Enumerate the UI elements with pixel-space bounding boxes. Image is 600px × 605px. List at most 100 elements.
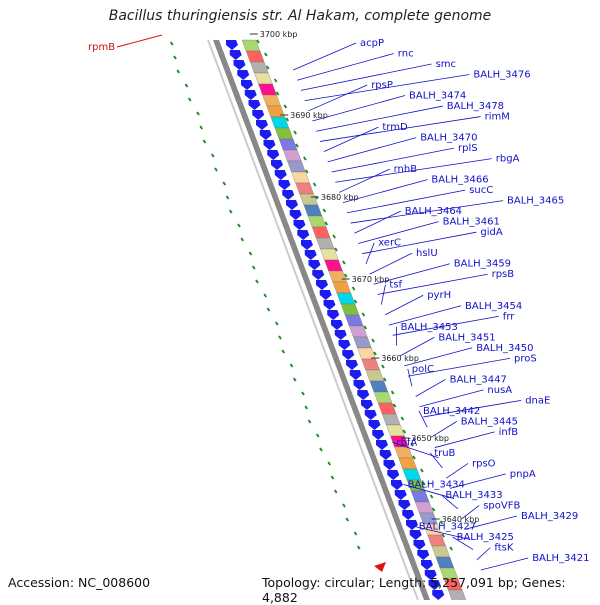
gc-dash <box>276 322 278 325</box>
gene-arrow <box>301 240 313 250</box>
gene-label: BALH_3478 <box>447 101 504 112</box>
gene-label: BALH_3465 <box>507 196 564 207</box>
cog-block <box>312 227 330 238</box>
gene-label: dnaE <box>525 395 550 406</box>
gene-arrow <box>399 500 411 510</box>
gc-dash <box>256 280 258 283</box>
gene-arrow <box>309 260 321 270</box>
gc-dash <box>413 456 415 459</box>
gene-label: smc <box>436 59 456 70</box>
gc-dash <box>267 66 269 69</box>
gc-dash <box>450 547 452 550</box>
gene-arrow <box>226 40 238 50</box>
gene-label: BALH_3470 <box>420 133 477 144</box>
gene-label: BALH_3447 <box>450 374 507 385</box>
gc-dash <box>302 392 304 395</box>
gene-label: BALH_3442 <box>423 406 480 417</box>
gene-label: rimM <box>485 112 510 123</box>
gc-dash <box>362 313 364 316</box>
gc-dash <box>392 391 394 394</box>
gc-dash <box>382 365 384 368</box>
gc-dash <box>257 40 259 43</box>
gc-dash <box>238 224 240 227</box>
cog-block <box>403 469 421 480</box>
gene-label: rnc <box>398 49 414 60</box>
gc-dash <box>343 261 345 264</box>
gene-labels: acpPrncsmcBALH_3476rpsPBALH_3474BALH_347… <box>293 38 589 570</box>
cog-block <box>263 95 281 106</box>
gc-dash <box>431 495 433 498</box>
gene-label: BALH_3474 <box>409 91 466 102</box>
label-connector <box>354 211 400 233</box>
gene-label: truB <box>434 448 455 459</box>
gc-dash <box>421 469 423 472</box>
label-connector <box>420 390 484 407</box>
gene-arrow <box>237 70 249 80</box>
label-connector <box>297 54 394 81</box>
gene-arrow <box>372 430 384 440</box>
gene-label: BALH_3459 <box>454 259 511 270</box>
gene-arrow <box>297 230 309 240</box>
gene-arrow <box>376 440 388 450</box>
gene-label: rbgA <box>496 154 520 165</box>
label-connector <box>343 180 427 203</box>
label-connector <box>366 243 374 264</box>
gc-dash <box>268 308 270 311</box>
gene-label: BALH_3421 <box>532 553 589 564</box>
gene-label: BALH_3434 <box>408 479 465 490</box>
gc-dash <box>177 70 179 73</box>
gene-label: BALH_3454 <box>465 301 522 312</box>
gc-dash <box>265 53 267 56</box>
gc-dash <box>304 157 306 160</box>
label-connector <box>481 558 528 570</box>
gc-dash <box>333 235 335 238</box>
gene-label: BALH_3453 <box>401 322 458 333</box>
gc-dash <box>374 352 376 355</box>
gc-dash <box>384 378 386 381</box>
gc-dash <box>394 404 396 407</box>
label-connector <box>477 547 490 559</box>
gene-label: BALH_3464 <box>405 206 462 217</box>
cog-block <box>316 238 334 249</box>
cog-block <box>395 447 413 458</box>
cog-block <box>399 458 417 469</box>
gene-arrow <box>417 550 429 560</box>
gene-label: rbfA <box>396 437 417 448</box>
gc-dash <box>401 417 403 420</box>
gc-dash <box>284 105 286 108</box>
gene-arrow <box>406 520 418 530</box>
gc-dash <box>230 210 232 213</box>
gene-arrow <box>245 90 257 100</box>
gene-arrow <box>294 220 306 230</box>
gc-dash <box>282 350 284 353</box>
cog-block <box>436 557 454 568</box>
gene-label: hslU <box>416 248 438 259</box>
gene-label: BALH_3476 <box>473 70 530 81</box>
gc-dash <box>189 98 191 101</box>
gc-dash <box>212 154 214 157</box>
cog-block <box>432 546 450 557</box>
gene-label: BALH_3466 <box>431 175 488 186</box>
gc-dash <box>433 508 435 511</box>
gene-arrow <box>260 130 272 140</box>
gc-dash <box>250 252 252 255</box>
label-connector <box>293 43 356 70</box>
gene-label: trmD <box>382 122 408 133</box>
gene-arrow <box>316 280 328 290</box>
cog-block <box>358 348 376 359</box>
cog-block <box>374 392 392 403</box>
gc-dash <box>253 266 255 269</box>
gc-dash <box>294 131 296 134</box>
accession-text: Accession: NC_008600 <box>8 575 150 590</box>
cog-block <box>250 62 268 73</box>
gene-label: nusA <box>487 385 512 396</box>
gene-arrow <box>241 80 253 90</box>
cog-block <box>279 139 297 150</box>
gc-dash <box>332 476 334 479</box>
cog-block <box>308 216 326 227</box>
gc-dash <box>291 364 293 367</box>
gc-dash <box>314 183 316 186</box>
label-connector <box>416 379 446 396</box>
gc-dash <box>442 534 444 537</box>
